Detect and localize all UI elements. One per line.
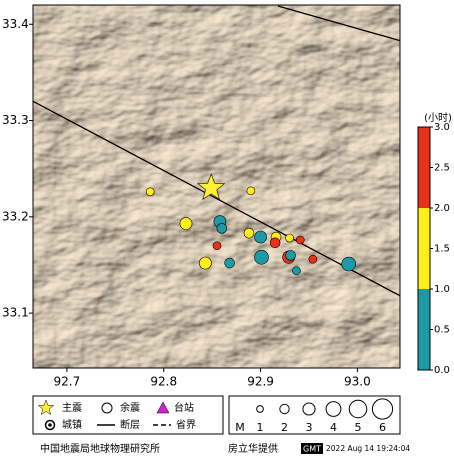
aftershock xyxy=(179,217,193,230)
aftershock xyxy=(292,266,301,276)
x-tick-label: 92.7 xyxy=(54,375,81,389)
aftershock xyxy=(285,233,294,243)
footer-institute: 中国地震局地球物理研究所 xyxy=(40,442,160,455)
legend-town: 城镇 xyxy=(62,418,82,431)
colorbar-tick-label: 2.5 xyxy=(434,163,450,174)
y-tick-label: 33.4 xyxy=(2,17,29,31)
magnitude-sample xyxy=(371,398,394,420)
colorbar-tick-label: 2.0 xyxy=(434,203,450,214)
magnitude-label: 3 xyxy=(306,421,313,434)
aftershock xyxy=(341,256,356,272)
legend-border: 省界 xyxy=(176,418,196,431)
aftershock xyxy=(246,186,256,196)
legend-station-icon xyxy=(156,401,170,414)
colorbar-band xyxy=(418,127,430,208)
main-shock xyxy=(197,173,226,200)
aftershock xyxy=(216,223,228,234)
legend-box xyxy=(32,395,224,435)
fault-line xyxy=(33,100,400,297)
legend-after: 余震 xyxy=(120,401,140,414)
gmt-badge xyxy=(301,443,323,454)
footer-credit: 房立华提供 xyxy=(228,442,278,455)
y-tick-label: 33.3 xyxy=(2,113,29,127)
legend-main: 主震 xyxy=(62,402,82,414)
colorbar-label: (小时) xyxy=(424,112,452,124)
colorbar-tick-label: 0.5 xyxy=(434,325,450,336)
map-frame xyxy=(32,4,401,369)
magnitude-label: 6 xyxy=(379,421,386,434)
legend-station: 台站 xyxy=(174,401,194,414)
magnitude-label: 2 xyxy=(281,421,288,434)
aftershock xyxy=(269,237,281,249)
magnitude-label: 1 xyxy=(257,421,264,434)
x-tick-label: 92.8 xyxy=(150,375,177,389)
colorbar-tick-label: 3.0 xyxy=(434,122,450,133)
gmt-label: GMT xyxy=(303,445,321,454)
aftershock xyxy=(212,241,222,251)
legend-main-icon xyxy=(37,399,55,416)
x-tick-label: 93.0 xyxy=(344,375,371,389)
magnitude-sample xyxy=(348,399,368,419)
colorbar-band xyxy=(418,208,430,289)
colorbar-tick-label: 0.0 xyxy=(434,365,450,376)
magnitude-title: M xyxy=(235,421,245,434)
x-tick-label: 92.9 xyxy=(247,375,274,389)
y-tick-label: 33.1 xyxy=(2,306,29,320)
aftershock xyxy=(254,230,267,244)
fault-line xyxy=(277,5,400,42)
aftershock xyxy=(308,254,318,264)
aftershock xyxy=(224,257,235,269)
magnitude-sample xyxy=(325,401,342,417)
legend-town-icon xyxy=(48,423,52,427)
colorbar-tick-label: 1.5 xyxy=(434,244,450,255)
magnitude-label: 5 xyxy=(355,421,362,434)
footer-timestamp: 2022 Aug 14 19:24:04 xyxy=(326,444,410,453)
y-tick-label: 33.2 xyxy=(2,209,29,223)
aftershock xyxy=(243,227,255,239)
aftershock xyxy=(254,249,269,265)
magnitude-label: 4 xyxy=(330,421,337,434)
colorbar-band xyxy=(418,289,430,370)
colorbar-tick-label: 1.0 xyxy=(434,284,450,295)
legend-fault: 断层 xyxy=(120,418,140,431)
legend-after-icon xyxy=(101,402,113,414)
aftershock xyxy=(295,235,305,245)
aftershock xyxy=(145,187,155,197)
magnitude-sample xyxy=(302,402,316,416)
aftershock xyxy=(199,256,212,270)
aftershock xyxy=(285,250,296,261)
magnitude-sample xyxy=(256,405,264,413)
magnitude-box xyxy=(228,395,401,435)
magnitude-sample xyxy=(279,403,290,415)
